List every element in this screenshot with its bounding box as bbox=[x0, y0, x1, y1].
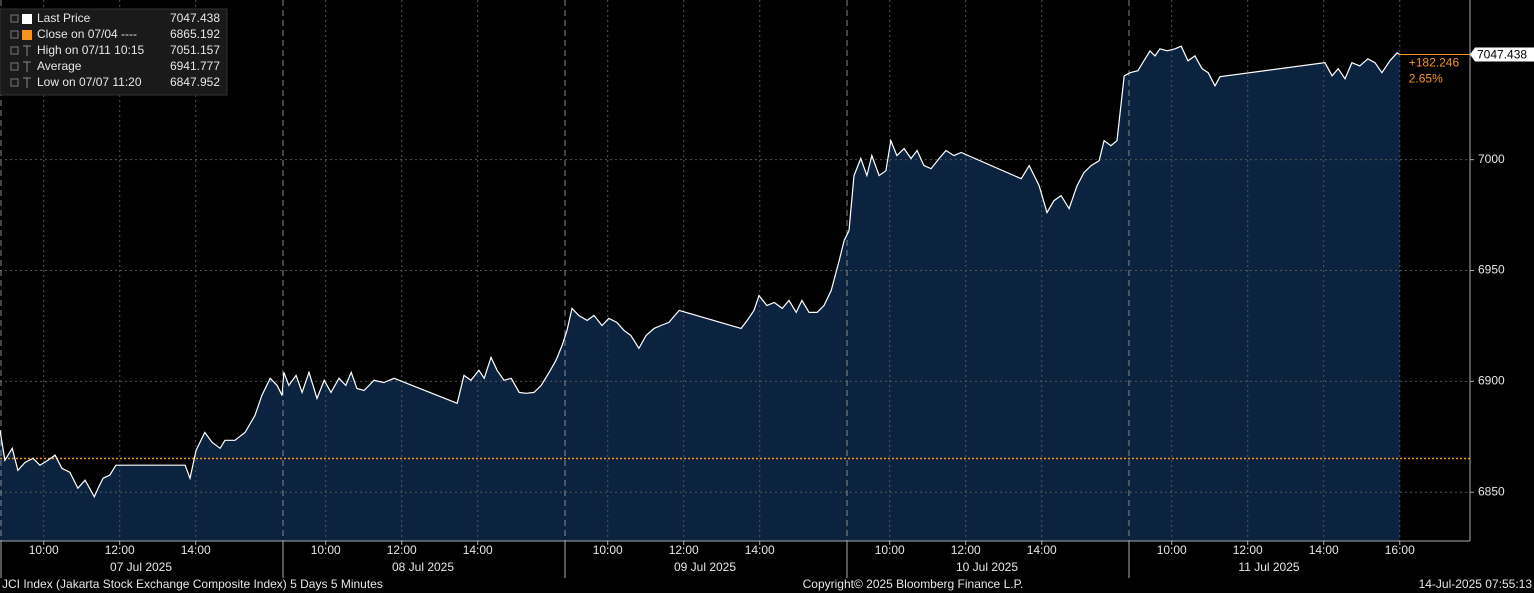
area bbox=[0, 378, 282, 541]
price-line bbox=[283, 345, 563, 405]
x-tick-label: 16:00 bbox=[1385, 543, 1415, 557]
x-tick-label: 14:00 bbox=[181, 543, 211, 557]
legend-label: Last Price bbox=[37, 11, 91, 25]
legend-value: 6865.192 bbox=[170, 27, 220, 41]
y-tick-label: 6900 bbox=[1478, 374, 1505, 388]
legend: Last Price 7047.438 Close on 07/04 ---- 686… bbox=[0, 8, 228, 96]
area bbox=[1129, 46, 1400, 541]
x-tick-label: 10:00 bbox=[311, 543, 341, 557]
legend-toggle bbox=[10, 78, 19, 87]
x-tick-label: 10:00 bbox=[1157, 543, 1187, 557]
area-connector bbox=[1124, 72, 1130, 542]
legend-label: High on 07/11 10:15 bbox=[37, 43, 145, 57]
change-label: +182.246 bbox=[1409, 56, 1460, 70]
x-tick-label: 12:00 bbox=[387, 543, 417, 557]
area bbox=[567, 240, 845, 541]
footer-right: 14-Jul-2025 07:55:13 bbox=[1419, 577, 1533, 591]
legend-toggle bbox=[10, 46, 19, 55]
day-label: 11 Jul 2025 bbox=[1238, 560, 1299, 574]
x-tick-label: 14:00 bbox=[745, 543, 775, 557]
y-tick-label: 6950 bbox=[1478, 263, 1505, 277]
x-tick-label: 10:00 bbox=[29, 543, 59, 557]
x-tick-label: 10:00 bbox=[593, 543, 623, 557]
day-label: 10 Jul 2025 bbox=[956, 560, 1018, 574]
last-price-label: 7047.438 bbox=[1477, 48, 1527, 62]
price-line bbox=[566, 240, 845, 350]
x-tick-label: 12:00 bbox=[105, 543, 135, 557]
legend-label: Close on 07/04 ---- bbox=[37, 27, 137, 41]
y-tick-label: 7000 bbox=[1478, 152, 1505, 166]
x-tick-label: 10:00 bbox=[875, 543, 905, 557]
line-connector bbox=[561, 330, 568, 346]
x-tick-label: 12:00 bbox=[669, 543, 699, 557]
x-tick-label: 12:00 bbox=[1233, 543, 1263, 557]
legend-value: 6941.777 bbox=[170, 59, 220, 73]
x-tick-label: 14:00 bbox=[1027, 543, 1057, 557]
legend-label: Low on 07/07 11:20 bbox=[37, 75, 142, 89]
legend-toggle bbox=[10, 62, 19, 71]
price-line bbox=[1129, 45, 1401, 88]
legend-toggle bbox=[10, 30, 19, 39]
line-connector bbox=[843, 230, 850, 241]
legend-toggle bbox=[10, 14, 19, 23]
price-line bbox=[848, 75, 1125, 231]
legend-swatch bbox=[22, 30, 32, 40]
legend-value: 7051.157 bbox=[170, 43, 220, 57]
area-layer bbox=[0, 46, 1400, 542]
footer-left: JCI Index (Jakarta Stock Exchange Compos… bbox=[2, 577, 383, 591]
line-connector bbox=[1123, 72, 1131, 77]
x-tick-label: 12:00 bbox=[951, 543, 981, 557]
change-pct-label: 2.65% bbox=[1409, 72, 1443, 86]
change-box bbox=[1403, 55, 1468, 88]
day-label: 08 Jul 2025 bbox=[392, 560, 454, 574]
legend-value: 7047.438 bbox=[170, 11, 220, 25]
day-label: 07 Jul 2025 bbox=[110, 560, 172, 574]
x-tick-label: 14:00 bbox=[1309, 543, 1339, 557]
x-tick-label: 14:00 bbox=[463, 543, 493, 557]
last-price-box bbox=[1470, 47, 1534, 62]
legend-box bbox=[0, 8, 228, 96]
price-line bbox=[0, 377, 283, 499]
area bbox=[283, 345, 563, 541]
line-connector bbox=[281, 372, 285, 396]
footer-center: Copyright© 2025 Bloomberg Finance L.P. bbox=[803, 577, 1024, 591]
legend-swatch bbox=[22, 14, 32, 24]
area bbox=[849, 75, 1125, 542]
day-label: 09 Jul 2025 bbox=[674, 560, 736, 574]
legend-value: 6847.952 bbox=[170, 75, 220, 89]
legend-label: Average bbox=[37, 59, 82, 73]
y-tick-label: 6850 bbox=[1478, 484, 1505, 498]
